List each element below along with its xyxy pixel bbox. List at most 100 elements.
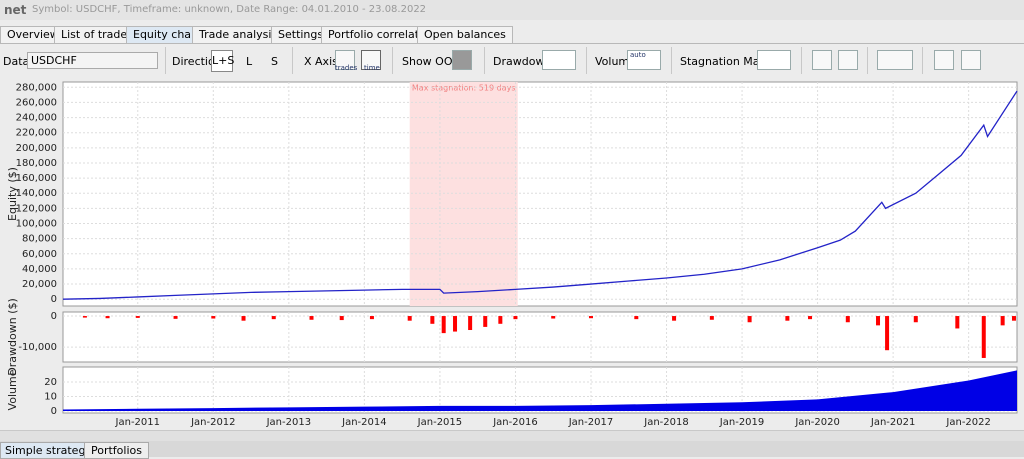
x-tick-label: Jan-2021	[870, 417, 915, 428]
drawdown-bar	[173, 316, 178, 319]
label: Show OOS	[402, 55, 460, 68]
drawdown-bar	[430, 316, 435, 324]
y-axis-title: Drawdown ($)	[6, 298, 19, 376]
bottom-bar	[0, 441, 1024, 457]
y-tick-label: 40,000	[22, 264, 57, 275]
drawdown-bar	[747, 316, 752, 323]
button[interactable]	[934, 50, 954, 70]
drawdown-bar	[981, 316, 986, 358]
tab[interactable]: Trade analysis	[192, 26, 285, 43]
plot-area	[62, 311, 1018, 363]
select[interactable]: USDCHF	[27, 52, 158, 69]
separator	[586, 47, 587, 74]
plot-area	[62, 81, 1018, 307]
drawdown-bar	[407, 316, 412, 321]
tab[interactable]: Overview	[0, 26, 66, 43]
drawdown-bar	[468, 316, 473, 331]
dropdown[interactable]	[877, 50, 913, 70]
toggle[interactable]	[361, 50, 381, 70]
toggle[interactable]: L+S	[211, 50, 234, 72]
label: Volume	[595, 55, 636, 68]
drawdown-bar	[709, 316, 714, 320]
drawdown-bar	[441, 316, 446, 334]
x-tick-label: Jan-2016	[492, 417, 537, 428]
stagnation-zone	[409, 82, 518, 306]
drawdown-bar	[1011, 316, 1016, 321]
drawdown-bar	[271, 316, 276, 320]
tab[interactable]: List of trades	[54, 26, 140, 43]
y-tick-label: 0	[51, 294, 57, 305]
toggle[interactable]: S	[271, 55, 278, 68]
y-tick-label: 280,000	[16, 82, 57, 93]
button[interactable]	[961, 50, 981, 70]
splitter[interactable]	[0, 430, 1024, 441]
label: Stagnation Marker	[680, 55, 782, 68]
tab[interactable]: Settings	[271, 26, 331, 43]
drawdown-bar	[634, 316, 639, 320]
drawdown-bar	[885, 316, 890, 351]
y-axis-title: Volume	[6, 369, 19, 410]
dropdown[interactable]	[542, 50, 576, 70]
y-tick-label: 140,000	[16, 188, 57, 199]
drawdown-bar	[135, 316, 140, 318]
drawdown-bar	[211, 316, 216, 319]
x-tick-label: Jan-2017	[568, 417, 613, 428]
bottom-tab[interactable]: Portfolios	[84, 442, 149, 459]
x-tick-label: Jan-2014	[341, 417, 386, 428]
icon-text: auto	[630, 51, 646, 59]
drawdown-bar	[309, 316, 314, 320]
drawdown-bar	[1000, 316, 1005, 326]
drawdown-bar	[913, 316, 918, 323]
drawdown-bar	[672, 316, 677, 321]
dropdown[interactable]	[757, 50, 791, 70]
y-axis-title: Equity ($)	[6, 167, 19, 221]
y-tick-label: 20,000	[22, 279, 57, 290]
drawdown-bar	[808, 316, 813, 320]
drawdown-bar	[513, 316, 518, 320]
label: X Axis	[304, 55, 338, 68]
label: Direction	[172, 55, 222, 68]
title-bar	[0, 0, 1024, 20]
y-tick-label: 0	[51, 406, 57, 417]
toggle[interactable]	[452, 50, 472, 70]
drawdown-bar	[498, 316, 503, 324]
toggle[interactable]: L	[246, 55, 253, 68]
drawdown-bar	[82, 316, 87, 318]
y-tick-label: 160,000	[16, 173, 57, 184]
x-tick-label: Jan-2011	[115, 417, 160, 428]
x-tick-label: Jan-2013	[266, 417, 311, 428]
drawdown-bar	[369, 316, 374, 320]
drawdown-bar	[955, 316, 960, 329]
icon-text: time	[364, 64, 380, 72]
app-title: net	[4, 3, 27, 17]
toggle[interactable]	[335, 50, 355, 70]
dropdown[interactable]	[627, 50, 661, 70]
separator	[484, 47, 485, 74]
stagnation-label: Max stagnation: 519 days	[412, 84, 516, 93]
tab[interactable]: Portfolio correlation	[321, 26, 443, 43]
y-tick-label: 0	[51, 311, 57, 322]
drawdown-bar	[845, 316, 850, 323]
drawdown-bar	[105, 316, 110, 319]
y-tick-label: 60,000	[22, 249, 57, 260]
separator	[292, 47, 293, 74]
drawdown-bar	[551, 316, 556, 319]
separator	[392, 47, 393, 74]
y-tick-label: 100,000	[16, 219, 57, 230]
y-tick-label: 120,000	[16, 203, 57, 214]
y-tick-label: 10	[44, 391, 57, 402]
drawdown-bar	[241, 316, 246, 321]
button[interactable]	[838, 50, 858, 70]
tab[interactable]: Open balances	[417, 26, 513, 43]
x-tick-label: Jan-2022	[945, 417, 990, 428]
button[interactable]	[812, 50, 832, 70]
y-tick-label: 260,000	[16, 97, 57, 108]
icon-text: trades	[335, 64, 358, 72]
drawdown-bar	[483, 316, 488, 327]
drawdown-bar	[339, 316, 344, 321]
separator	[801, 47, 802, 74]
y-tick-label: 200,000	[16, 143, 57, 154]
y-tick-label: -10,000	[18, 342, 57, 353]
y-tick-label: 240,000	[16, 113, 57, 124]
